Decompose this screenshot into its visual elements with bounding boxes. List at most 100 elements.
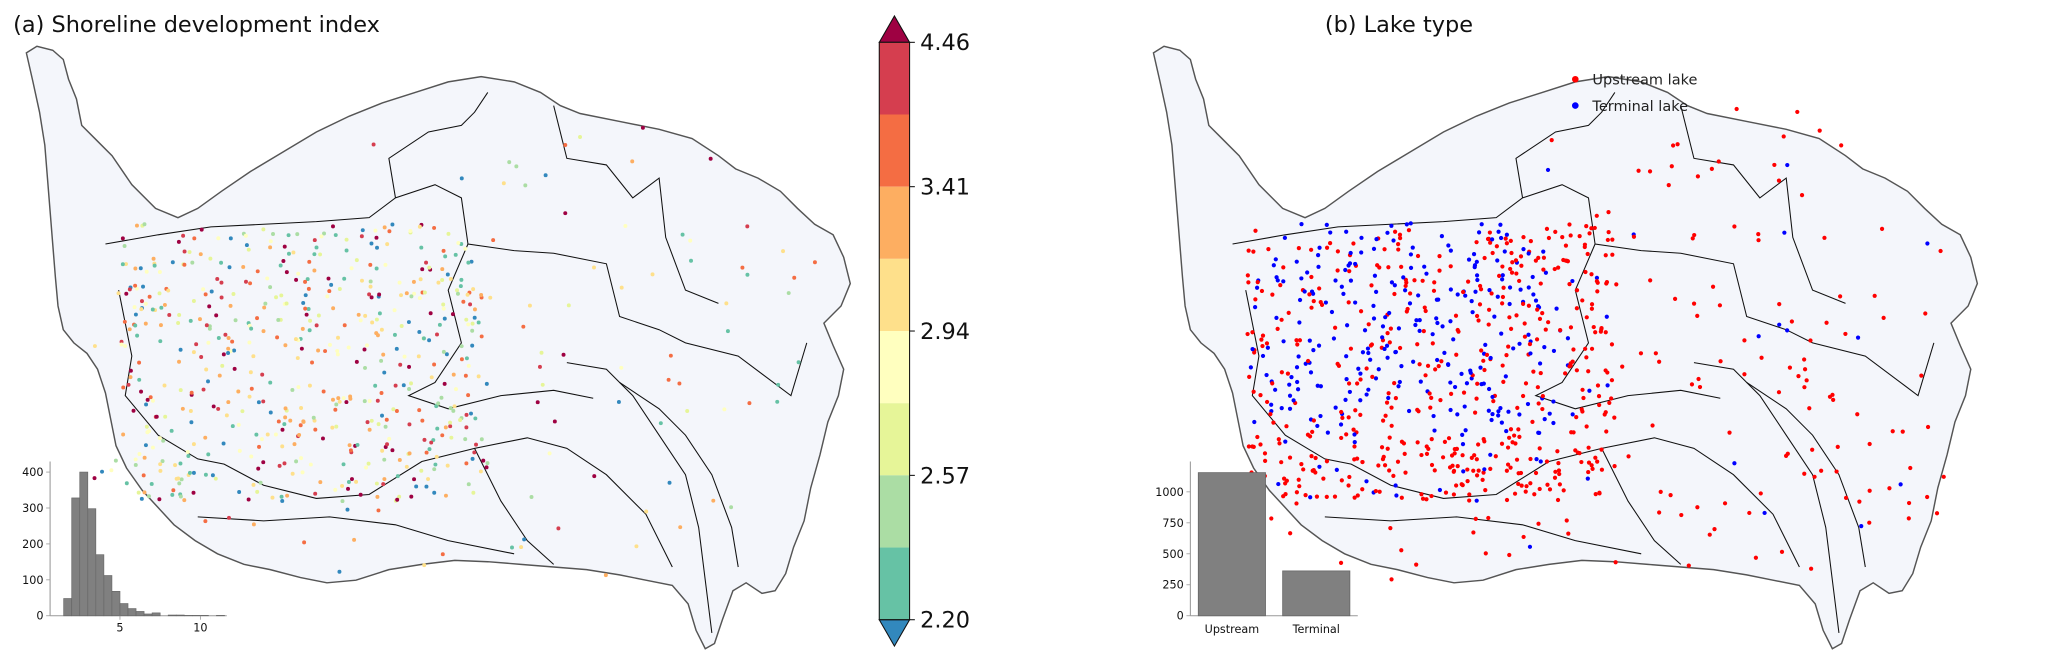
lake-point [725,329,730,334]
terminal-lake-point [1260,353,1266,359]
lake-point [304,312,309,317]
upstream-lake-point [1474,240,1479,245]
colorbar-segment [879,547,910,620]
lake-point [484,381,489,386]
lake-point [276,317,281,322]
terminal-lake-point [1492,314,1497,319]
terminal-lake-point [1297,297,1303,303]
terminal-lake-point [1404,222,1409,227]
lake-point [150,445,155,450]
upstream-lake-point [1574,288,1580,293]
upstream-lake-point [1424,444,1429,449]
upstream-lake-point [1451,468,1457,473]
lake-type-bar-inset: Upstream Terminal 0 250 500 750 1000 [1155,461,1358,636]
upstream-lake-point [1288,531,1293,536]
lake-point [424,260,429,265]
lake-point [379,391,384,395]
upstream-lake-point [1626,454,1631,459]
histogram-inset: 0 100 200 300 400 5 10 [22,461,227,635]
upstream-lake-point [1691,301,1697,306]
upstream-lake-point [1370,374,1375,380]
lake-point [142,455,147,460]
upstream-lake-point [1508,266,1513,272]
terminal-lake-point [1440,324,1445,329]
terminal-lake-point [1785,162,1790,168]
lake-point [122,319,127,324]
legend-terminal-label: Terminal lake [1591,99,1688,115]
lake-point [543,173,548,178]
upstream-lake-point [1405,306,1410,312]
histogram-bar [143,613,153,617]
lake-point [603,573,608,578]
lake-point [436,280,441,285]
colorbar[interactable]: 4.46 3.41 2.94 2.57 2.20 [878,14,970,648]
upstream-lake-point [1675,142,1680,147]
terminal-lake-point [1282,235,1287,240]
upstream-lake-point [1380,457,1386,462]
upstream-lake-point [1545,482,1550,487]
terminal-lake-point [1459,371,1464,376]
lake-point [592,265,596,270]
lake-point [237,448,242,453]
upstream-lake-point [1259,337,1264,342]
colorbar-tick-label: 2.20 [920,608,970,634]
upstream-lake-point [1517,278,1522,284]
lake-point [133,462,138,467]
lake-point [133,283,138,288]
upstream-lake-point [1505,445,1511,450]
lake-point [345,507,350,512]
lake-point [434,454,439,459]
lake-point [640,125,645,130]
terminal-lake-point [1536,430,1541,435]
lake-point [285,493,290,498]
terminal-lake-point [1435,320,1440,326]
upstream-lake-point [1595,289,1600,294]
upstream-lake-point [1424,497,1429,502]
upstream-lake-point [1516,427,1521,432]
lake-point [363,313,368,318]
histogram-bar [151,612,161,617]
lake-point [346,345,351,350]
upstream-lake-point [1518,254,1524,259]
map-b [1152,45,1979,650]
upstream-lake-point [1753,555,1759,560]
lake-point [282,244,287,249]
lake-point [678,525,683,530]
terminal-lake-point [1315,252,1321,258]
terminal-lake-point [1294,259,1299,264]
lake-point [157,291,162,296]
upstream-lake-point [1695,505,1700,510]
upstream-lake-point [1392,380,1397,386]
upstream-lake-point [1593,491,1598,497]
upstream-lake-point [1734,106,1739,112]
terminal-lake-point [1264,372,1269,378]
upstream-lake-point [1544,459,1550,464]
lake-point [424,484,429,489]
terminal-lake-point [1460,432,1465,438]
lake-point [464,461,469,466]
upstream-lake-point [1310,429,1315,434]
lake-point [510,545,514,550]
upstream-lake-point [1415,342,1420,347]
terminal-lake-point [1368,357,1373,362]
upstream-lake-point [1466,279,1471,284]
terminal-lake-point [1387,310,1392,316]
upstream-lake-point [1560,235,1565,240]
terminal-lake-point [1299,276,1304,281]
terminal-lake-point [1474,259,1479,264]
lake-point [459,277,464,282]
lake-point [650,272,655,277]
terminal-lake-point [1538,459,1543,464]
lake-point [181,233,186,238]
terminal-lake-point [1498,235,1504,241]
lake-point [342,323,347,328]
lake-point [182,249,187,254]
upstream-lake-point [1335,249,1340,254]
lake-point [133,312,138,317]
lake-point [127,287,132,292]
lake-point [382,457,387,462]
lake-point [441,302,446,307]
upstream-lake-point [1586,369,1591,374]
lake-point [223,332,228,337]
upstream-lake-point [1355,381,1360,386]
